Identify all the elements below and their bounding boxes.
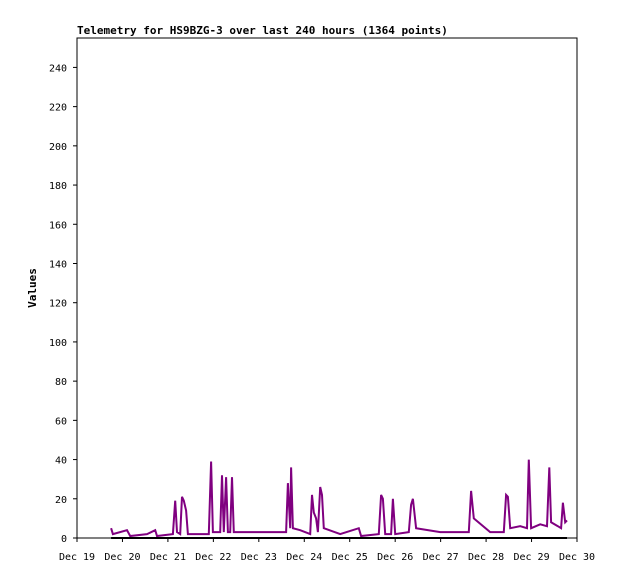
- y-tick-label: 20: [55, 495, 67, 506]
- y-tick-label: 80: [55, 377, 67, 388]
- x-tick-label: Dec 21: [150, 552, 186, 563]
- y-tick-label: 0: [61, 534, 67, 545]
- x-tick-label: Dec 29: [513, 552, 549, 563]
- x-tick-label: Dec 23: [241, 552, 277, 563]
- y-tick-label: 180: [49, 181, 67, 192]
- y-tick-label: 100: [49, 338, 67, 349]
- x-tick-label: Dec 28: [468, 552, 504, 563]
- x-tick-label: Dec 20: [104, 552, 140, 563]
- x-tick-label: Dec 24: [286, 552, 322, 563]
- x-tick-label: Dec 30: [559, 552, 595, 563]
- x-tick-label: Dec 19: [59, 552, 95, 563]
- x-tick-label: Dec 25: [332, 552, 368, 563]
- y-tick-label: 200: [49, 142, 67, 153]
- y-tick-label: 140: [49, 259, 67, 270]
- y-tick-label: 220: [49, 103, 67, 114]
- x-tick-label: Dec 26: [377, 552, 413, 563]
- y-tick-label: 40: [55, 456, 67, 467]
- plot-frame: [76, 37, 578, 539]
- y-tick-label: 60: [55, 416, 67, 427]
- x-tick-label: Dec 22: [195, 552, 231, 563]
- y-tick-label: 240: [49, 63, 67, 74]
- y-tick-label: 120: [49, 299, 67, 310]
- x-tick-label: Dec 27: [423, 552, 459, 563]
- chart-title: Telemetry for HS9BZG-3 over last 240 hou…: [77, 24, 448, 37]
- y-tick-label: 160: [49, 220, 67, 231]
- data-line: [110, 459, 568, 538]
- y-axis-label: Values: [26, 268, 39, 308]
